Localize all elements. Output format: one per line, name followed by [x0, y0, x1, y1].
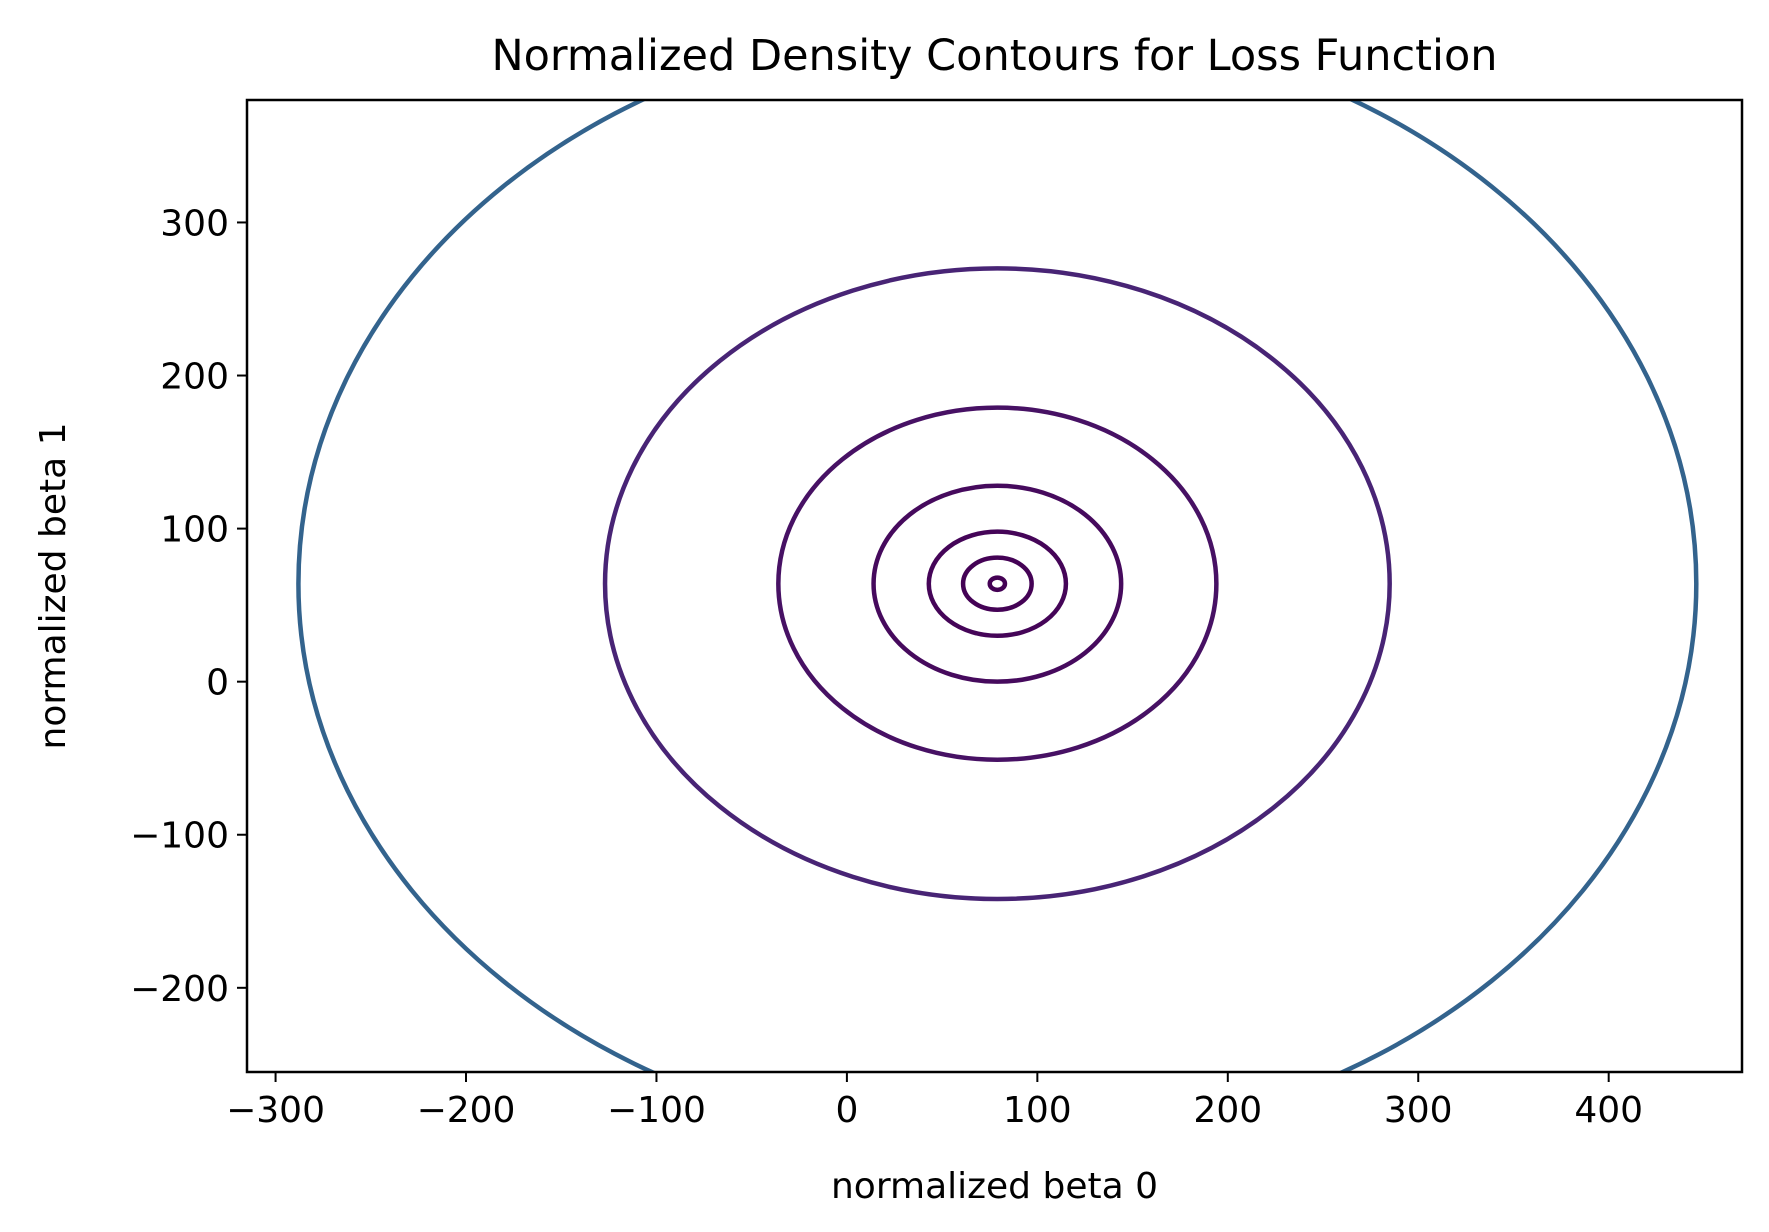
- contour-line-6: [602, 266, 1392, 902]
- contour-line-1: [987, 575, 1008, 593]
- y-tick-label: 300: [160, 203, 229, 244]
- x-tick-label: −300: [226, 1090, 325, 1131]
- x-tick-label: 300: [1384, 1090, 1453, 1131]
- x-axis-label: normalized beta 0: [831, 1166, 1158, 1207]
- x-tick-label: 100: [1003, 1090, 1072, 1131]
- y-tick-label: −200: [130, 969, 229, 1010]
- contour-line-5: [776, 405, 1219, 762]
- x-tick-label: −100: [607, 1090, 706, 1131]
- x-tick-label: 200: [1193, 1090, 1262, 1131]
- contour-lines: [296, 100, 1699, 1072]
- chart-title: Normalized Density Contours for Loss Fun…: [491, 31, 1497, 81]
- contour-line-7: [296, 100, 1699, 1072]
- x-axis-ticks: −300 −200 −100 0 100 200 300 400: [226, 1072, 1643, 1131]
- plot-frame: [245, 98, 1744, 1074]
- y-tick-label: −100: [130, 816, 229, 857]
- y-tick-label: 0: [206, 663, 229, 704]
- x-tick-label: 400: [1574, 1090, 1643, 1131]
- y-tick-label: 200: [160, 357, 229, 398]
- contour-line-4: [871, 483, 1124, 684]
- y-axis-ticks: −200 −100 0 100 200 300: [130, 203, 247, 1010]
- x-tick-label: 0: [835, 1090, 858, 1131]
- x-tick-label: −200: [417, 1090, 516, 1131]
- contour-line-3: [926, 529, 1069, 638]
- contour-line-2: [960, 555, 1034, 612]
- y-tick-label: 100: [160, 510, 229, 551]
- y-axis-label: normalized beta 1: [33, 422, 74, 749]
